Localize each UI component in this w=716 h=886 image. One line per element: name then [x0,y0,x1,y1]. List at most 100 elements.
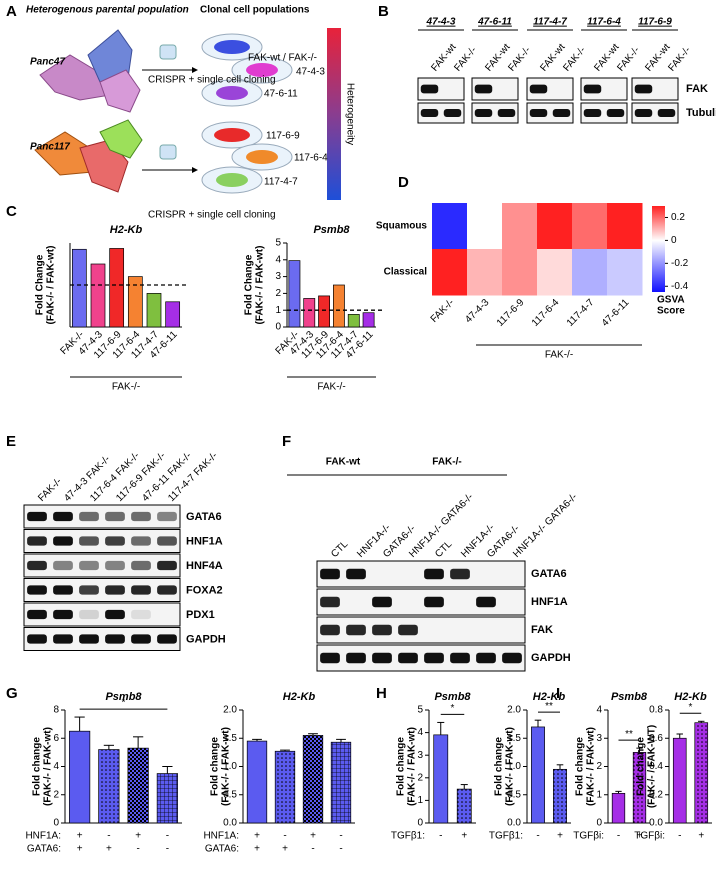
band [497,109,516,117]
y-tick-label: 3 [417,750,423,761]
condition-value: + [106,844,112,855]
band [157,560,177,571]
band [105,585,125,595]
y-tick-label: 0 [417,818,423,829]
heterogeneity-label: Heterogeneity [344,83,355,145]
band [131,585,151,595]
cell [99,69,141,113]
significance-label: ** [545,701,553,712]
band [657,109,676,117]
significance-label: ** [625,729,633,740]
y-axis-label: (FAK-/- / FAK-WT) [647,725,658,808]
colorbar-tick-label: 0 [671,235,677,246]
band [474,109,493,117]
band [398,624,418,636]
clone-label: 117-4-7 [264,177,298,188]
bar [288,260,301,328]
band [320,596,340,608]
y-axis-label: Fold change [396,737,407,796]
bar [127,747,149,824]
condition-value: - [283,831,286,842]
condition-value: + [698,831,704,842]
band [476,596,496,608]
blot-row-label: HNF1A [531,596,568,608]
bar [433,734,449,824]
crispr-step: CRISPR + single cell cloning [148,75,276,86]
bar [165,301,181,328]
band [372,652,392,664]
y-tick-label: 4 [596,705,602,716]
panel-letter: B [378,3,389,20]
y-tick-label: 5 [417,705,423,716]
clone-label: 47-6-11 [264,89,298,100]
band [131,634,151,644]
chart-title: Psmb8 [434,691,471,703]
heatmap-cell [467,203,503,250]
condition-name: GATA6: [27,844,61,855]
parental-line: Panc47 [30,57,65,68]
blot-row-label: GAPDH [186,633,226,645]
bar [302,735,324,824]
band [131,560,151,571]
blot-strip [23,529,181,553]
crispr-icon [159,44,177,60]
band [420,109,439,117]
bar [69,730,91,824]
heterogeneity-bar [327,28,341,200]
clone-label: 47-4-3 [296,67,325,78]
band [53,511,73,522]
heatmap-cell [467,249,503,296]
condition-name: HNF1A: [203,831,239,842]
condition-name: HNF1A: [25,831,61,842]
band [131,536,151,546]
blot-strip [23,504,181,529]
heatmap-col-label: 47-4-3 [463,297,492,326]
group-label: FAK-wt [326,457,361,468]
y-tick-label: 0.8 [649,705,663,716]
condition-value: + [461,831,467,842]
y-tick-label: 0 [53,818,59,829]
blot-strip [23,553,181,578]
condition-value: - [107,831,110,842]
y-tick-label: 1 [417,795,423,806]
arrow-head [192,167,198,173]
heatmap-cell [502,203,538,250]
blot-strip [631,77,679,101]
band [346,568,366,580]
panel-letter: H [376,685,387,702]
panel-letter: A [6,3,17,20]
y-tick-label: 2.0 [223,705,237,716]
cell [99,119,143,159]
colorbar-label: Score [657,306,685,317]
y-axis-label: (FAK-/- / FAK-wt) [586,727,597,806]
band [79,536,99,546]
blot-strip [471,77,519,101]
band [529,84,548,94]
blot-strip [526,77,574,101]
band [131,511,151,522]
band [27,585,47,595]
band [79,585,99,595]
y-tick-label: 3 [275,271,281,282]
y-axis-label: (FAK-/- / FAK-wt) [43,727,54,806]
heatmap-cell [572,249,608,296]
band [27,634,47,644]
heatmap-cell [572,203,608,250]
condition-value: + [77,844,83,855]
clonal-title: Clonal cell populations [200,5,310,16]
band [105,609,125,620]
cell [87,29,133,83]
y-tick-label: 0 [596,818,602,829]
y-axis-label: Fold Change [244,254,255,315]
bar [330,741,352,824]
y-axis-label: Fold change [575,737,586,796]
group-label: FAK-/- [545,350,573,361]
band [53,560,73,571]
band [552,109,571,117]
band [27,511,47,522]
blot-row-label: FAK [531,624,553,636]
y-axis-label: Fold change [494,737,505,796]
y-tick-label: 2 [417,772,423,783]
y-axis-label: (FAK-/- / FAK-wt) [46,246,57,325]
condition-name: GATA6: [205,844,239,855]
